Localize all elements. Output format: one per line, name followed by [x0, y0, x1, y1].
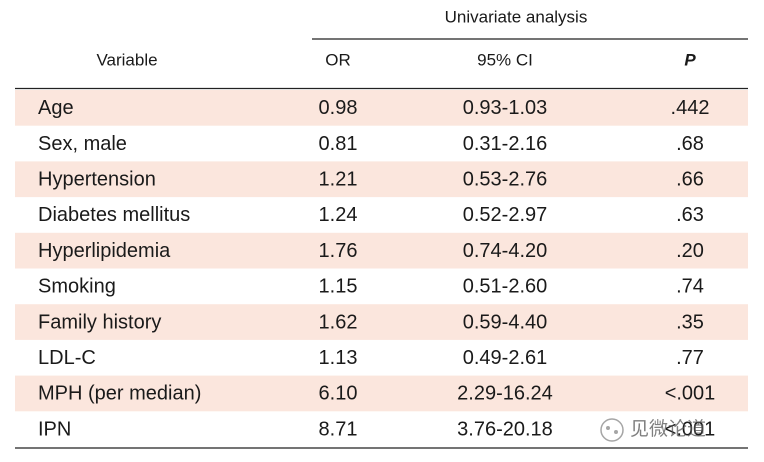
row-band	[15, 161, 748, 198]
watermark: 见微论道	[600, 418, 706, 442]
cell: 8.71	[319, 418, 358, 440]
cell: 1.15	[319, 276, 358, 298]
cell: 1.24	[319, 204, 358, 226]
cell: 0.81	[319, 133, 358, 155]
cell: 0.49-2.61	[463, 347, 548, 369]
row-label: Diabetes mellitus	[38, 204, 190, 226]
watermark-icon	[600, 418, 624, 442]
group-header: Univariate analysis	[445, 7, 588, 26]
cell: 3.76-20.18	[457, 418, 553, 440]
column-header: 95% CI	[477, 50, 533, 69]
row-label: Age	[38, 97, 74, 119]
row-band	[15, 90, 748, 126]
row-label: Family history	[38, 311, 161, 333]
row-label: MPH (per median)	[38, 383, 201, 405]
cell: .66	[676, 169, 704, 191]
cell: .74	[676, 276, 704, 298]
cell: 0.93-1.03	[463, 97, 548, 119]
row-label: LDL-C	[38, 347, 96, 369]
cell: 0.74-4.20	[463, 240, 548, 262]
watermark-text: 见微论道	[630, 418, 706, 440]
row-label: Hypertension	[38, 169, 156, 191]
cell: <.001	[665, 418, 716, 440]
cell: .20	[676, 240, 704, 262]
cell: <.001	[665, 383, 716, 405]
cell: .68	[676, 133, 704, 155]
row-band	[15, 232, 748, 269]
column-header: OR	[325, 50, 351, 69]
column-header: Variable	[96, 50, 157, 69]
row-band	[15, 304, 748, 340]
cell: 1.21	[319, 169, 358, 191]
cell: 0.51-2.60	[463, 276, 548, 298]
row-label: Smoking	[38, 276, 116, 298]
cell: .77	[676, 347, 704, 369]
watermark-icon-dot	[614, 430, 618, 434]
cell: .35	[676, 311, 704, 333]
cell: 1.13	[319, 347, 358, 369]
cell: 0.53-2.76	[463, 169, 548, 191]
cell: 0.59-4.40	[463, 311, 548, 333]
cell: 2.29-16.24	[457, 383, 553, 405]
row-band	[15, 375, 748, 412]
cell: 0.52-2.97	[463, 204, 548, 226]
column-header: P	[684, 50, 696, 69]
row-label: Hyperlipidemia	[38, 240, 171, 262]
cell: 1.76	[319, 240, 358, 262]
row-label: IPN	[38, 418, 71, 440]
cell: .442	[671, 97, 710, 119]
cell: .63	[676, 204, 704, 226]
cell: 6.10	[319, 383, 358, 405]
cell: 0.98	[319, 97, 358, 119]
row-label: Sex, male	[38, 133, 127, 155]
watermark-icon-dot	[606, 426, 610, 430]
cell: 0.31-2.16	[463, 133, 548, 155]
cell: 1.62	[319, 311, 358, 333]
